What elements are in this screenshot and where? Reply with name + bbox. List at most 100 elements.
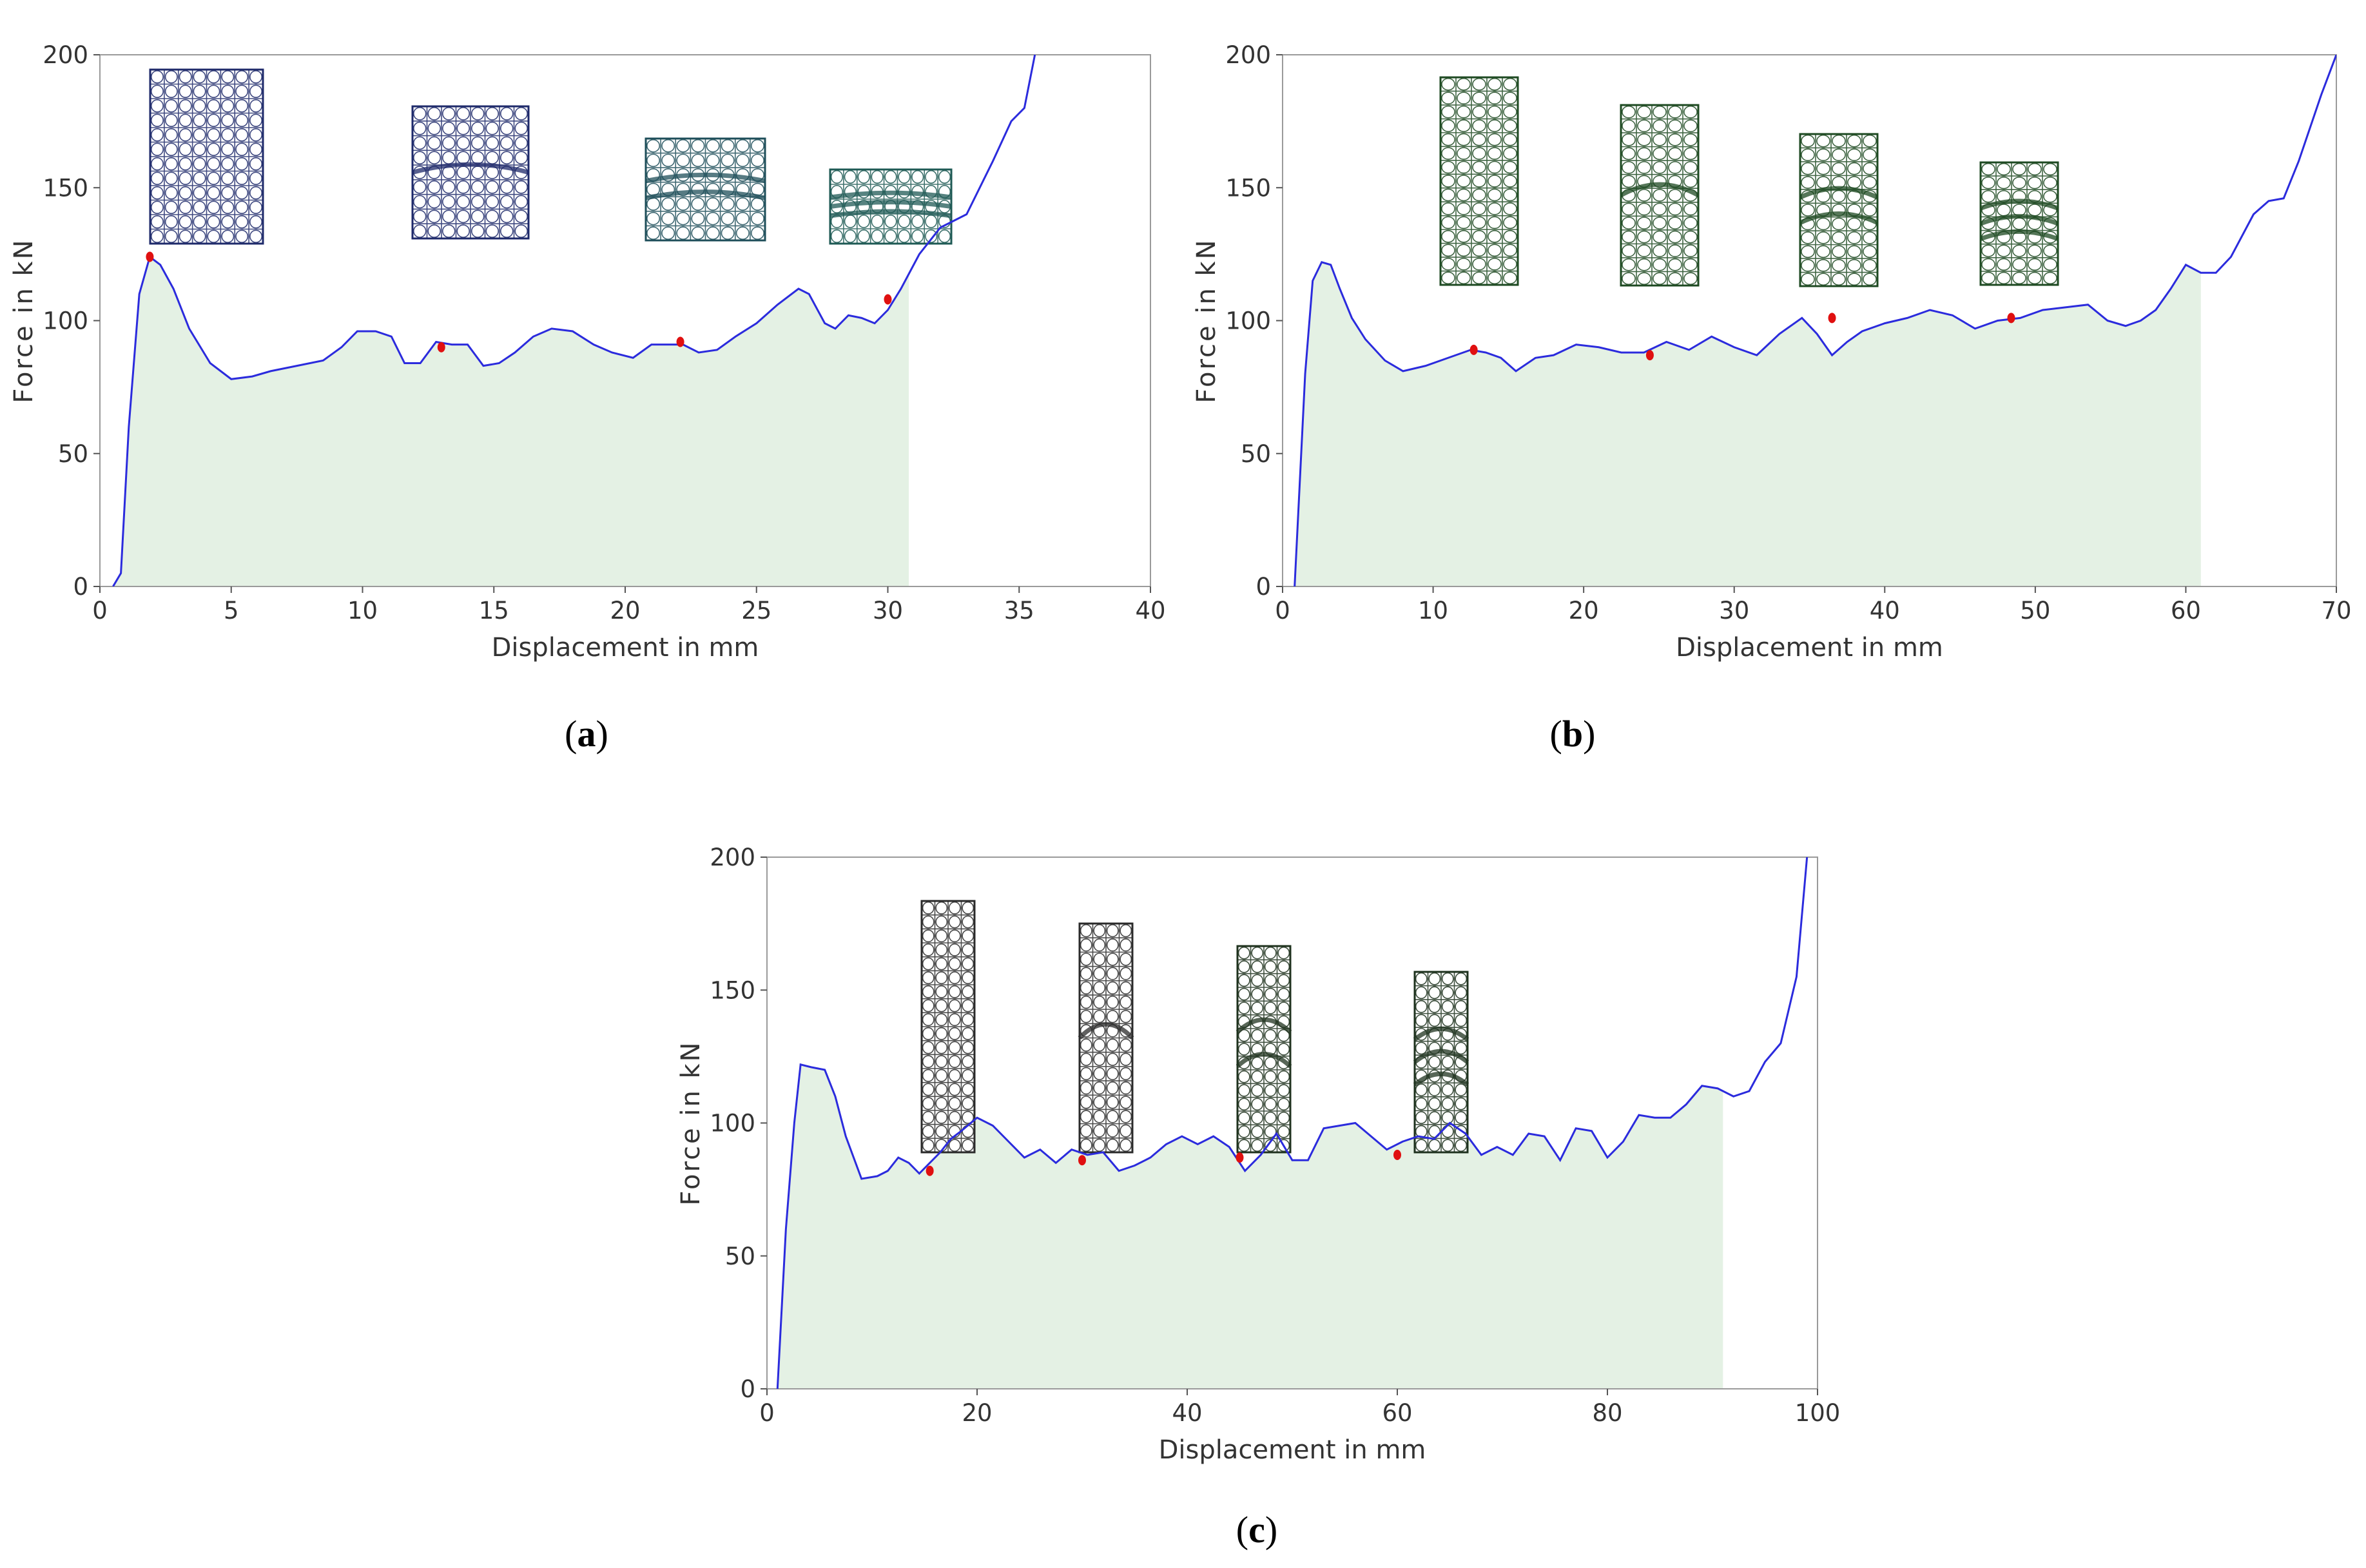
x-tick-label: 15 [479, 597, 509, 624]
y-tick-label: 150 [1225, 174, 1271, 202]
lattice-band [1078, 1021, 1134, 1040]
lattice-stage-4 [1979, 161, 2059, 286]
chart-b-svg: 0 10 20 30 40 50 60 70 0 50 100 150 200 Displacement … [1192, 41, 2352, 663]
y-tick-label: 100 [1225, 307, 1271, 335]
caption-a-letter: a [577, 713, 596, 755]
chart-a-svg: 0 5 10 15 20 25 30 35 40 0 50 100 150 200 Displacement… [9, 41, 1166, 663]
lattice-band [645, 172, 766, 184]
lattice-stage-4 [1413, 971, 1469, 1154]
lattice-cells [1440, 77, 1518, 286]
lattice-stage-2 [1620, 104, 1700, 287]
caption-a: (a) [565, 713, 608, 755]
x-tick-label: 5 [224, 597, 239, 624]
force-line [1294, 55, 2336, 586]
y-tick-label: 200 [710, 844, 755, 871]
x-tick-label: 30 [873, 597, 903, 624]
lattice-band [1799, 211, 1879, 225]
x-axis-label: Displacement in mm [492, 633, 759, 663]
x-tick-label: 35 [1004, 597, 1034, 624]
x-tick-label: 40 [1172, 1399, 1202, 1427]
stage-marker [1645, 350, 1654, 361]
lattice-band [645, 189, 766, 200]
lattice-cells [1414, 971, 1468, 1153]
lattice-band [829, 200, 952, 209]
chart-c-svg: 0 20 40 60 80 100 0 50 100 150 200 Displacement in … [676, 844, 1840, 1465]
lattice-band [1236, 1017, 1292, 1034]
y-tick-label: 200 [43, 41, 88, 69]
y-tick-label: 150 [43, 174, 88, 202]
lattice-stage-2 [411, 105, 530, 240]
lattice-cells [150, 69, 264, 244]
lattice-band [829, 190, 952, 200]
stage-marker [1393, 1150, 1401, 1160]
x-tick-label: 20 [610, 597, 640, 624]
lattice-band [1979, 198, 2059, 211]
lattice-frame [829, 168, 953, 245]
lattice-band [1413, 1049, 1469, 1064]
lattice-band [1979, 229, 2059, 242]
lattice-stage-3 [1799, 133, 1879, 287]
x-tick-label: 25 [741, 597, 771, 624]
lattice-band [1979, 214, 2059, 226]
stage-marker [926, 1165, 934, 1176]
lattice-band [829, 209, 952, 218]
x-tick-label: 0 [1275, 597, 1290, 624]
caption-c-letter: c [1248, 1509, 1265, 1551]
y-axis-label: Force in kN [1192, 238, 1221, 403]
y-axis-label: Force in kN [9, 238, 39, 403]
x-axis-label: Displacement in mm [1676, 633, 1943, 663]
y-tick-label: 50 [1241, 440, 1271, 468]
x-tick-label: 60 [2171, 597, 2201, 624]
stage-marker [1469, 344, 1478, 355]
x-tick-label: 40 [1135, 597, 1165, 624]
stage-marker [437, 342, 445, 353]
lattice-band [1799, 186, 1879, 200]
caption-b-letter: b [1562, 713, 1584, 755]
stage-marker [1828, 313, 1836, 324]
lattice-stage-3 [645, 137, 766, 242]
y-axis-label: Force in kN [676, 1040, 706, 1205]
y-tick-label: 0 [73, 573, 88, 601]
area-fill [1294, 262, 2201, 586]
x-tick-label: 20 [962, 1399, 992, 1427]
y-tick-label: 200 [1225, 41, 1271, 69]
y-tick-label: 50 [725, 1243, 755, 1270]
lattice-stage-1 [149, 68, 264, 245]
y-tick-label: 0 [1256, 573, 1271, 601]
lattice-cells [921, 900, 975, 1153]
lattice-stage-2 [1078, 922, 1134, 1154]
y-tick-label: 0 [740, 1375, 755, 1403]
lattice-band [412, 162, 529, 175]
x-tick-label: 10 [347, 597, 378, 624]
lattice-cells [1620, 104, 1699, 286]
chart-panel-a: 0 5 10 15 20 25 30 35 40 0 50 100 150 200 Displacement… [0, 0, 1179, 709]
stage-marker [146, 251, 154, 262]
area-fill [113, 256, 909, 586]
y-tick-label: 100 [710, 1110, 755, 1137]
lattice-stage-3 [1236, 945, 1292, 1154]
lattice-band [1413, 1026, 1469, 1041]
lattice-stage-1 [1439, 76, 1519, 286]
y-tick-label: 50 [58, 440, 88, 468]
x-tick-label: 80 [1592, 1399, 1622, 1427]
stage-marker [884, 294, 892, 305]
x-tick-label: 60 [1382, 1399, 1412, 1427]
lattice-stage-4 [829, 168, 953, 245]
x-tick-label: 20 [1569, 597, 1599, 624]
lattice-cells [1237, 945, 1291, 1153]
lattice-frame [1799, 133, 1879, 287]
caption-c: (c) [1236, 1509, 1278, 1551]
y-tick-label: 100 [43, 307, 88, 335]
x-tick-label: 10 [1418, 597, 1448, 624]
x-tick-label: 0 [759, 1399, 775, 1427]
x-tick-label: 0 [92, 597, 108, 624]
force-line [776, 857, 1808, 1389]
x-tick-label: 40 [1870, 597, 1900, 624]
area-fill [777, 1064, 1723, 1389]
lattice-band [1413, 1071, 1469, 1087]
lattice-band [1620, 182, 1700, 198]
lattice-frame [1979, 161, 2059, 286]
force-line [112, 55, 1036, 586]
x-axis-label: Displacement in mm [1159, 1435, 1426, 1465]
stage-marker [1078, 1155, 1086, 1166]
